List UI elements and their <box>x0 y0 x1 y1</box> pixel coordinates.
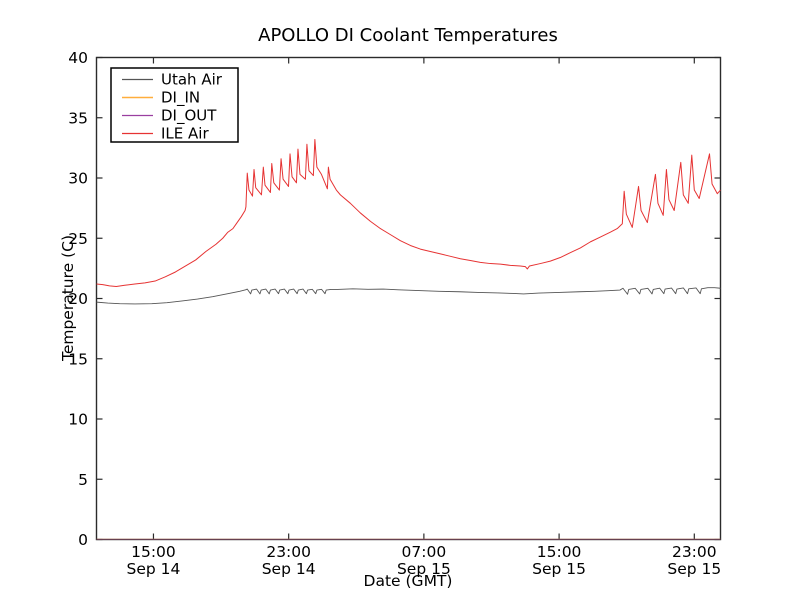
y-tick-label: 5 <box>78 471 88 489</box>
legend-entry-di-out: DI_OUT <box>122 107 217 126</box>
x-tick-label-date: Sep 14 <box>262 560 316 578</box>
y-tick-label: 15 <box>68 350 88 368</box>
series-line-utah-air <box>96 287 721 305</box>
legend-label: DI_IN <box>161 89 200 108</box>
y-tick-label: 25 <box>68 230 88 248</box>
y-axis-label: Temperature (C) <box>59 235 77 362</box>
legend-label: Utah Air <box>161 71 223 89</box>
y-tick-label: 40 <box>68 49 88 67</box>
x-tick-label-date: Sep 15 <box>667 560 721 578</box>
series-lines <box>96 138 721 540</box>
y-tick-label: 35 <box>68 109 88 127</box>
legend-box <box>110 67 239 143</box>
x-tick-label-time: 15:00 <box>131 543 176 561</box>
y-tick-label: 10 <box>68 411 88 429</box>
y-tick-label: 20 <box>68 290 88 308</box>
x-tick-label-date: Sep 15 <box>532 560 586 578</box>
legend-label: ILE Air <box>161 125 209 143</box>
x-tick-label-date: Sep 14 <box>127 560 181 578</box>
legend-label: DI_OUT <box>161 107 217 126</box>
y-tick-label: 0 <box>78 531 88 549</box>
legend-entry-utah-air: Utah Air <box>122 71 223 89</box>
legend-entry-di-in: DI_IN <box>122 89 200 108</box>
x-tick-label-time: 23:00 <box>266 543 311 561</box>
series-line-ile-air <box>96 138 721 287</box>
x-tick-label-date: Sep 15 <box>397 560 451 578</box>
chart-title: APOLLO DI Coolant Temperatures <box>258 25 558 46</box>
legend-entry-ile-air: ILE Air <box>122 125 209 143</box>
x-tick-label-time: 07:00 <box>402 543 447 561</box>
y-tick-label: 30 <box>68 170 88 188</box>
x-tick-label-time: 15:00 <box>537 543 582 561</box>
x-axis-label: Date (GMT) <box>364 572 453 590</box>
x-tick-label-time: 23:00 <box>672 543 717 561</box>
